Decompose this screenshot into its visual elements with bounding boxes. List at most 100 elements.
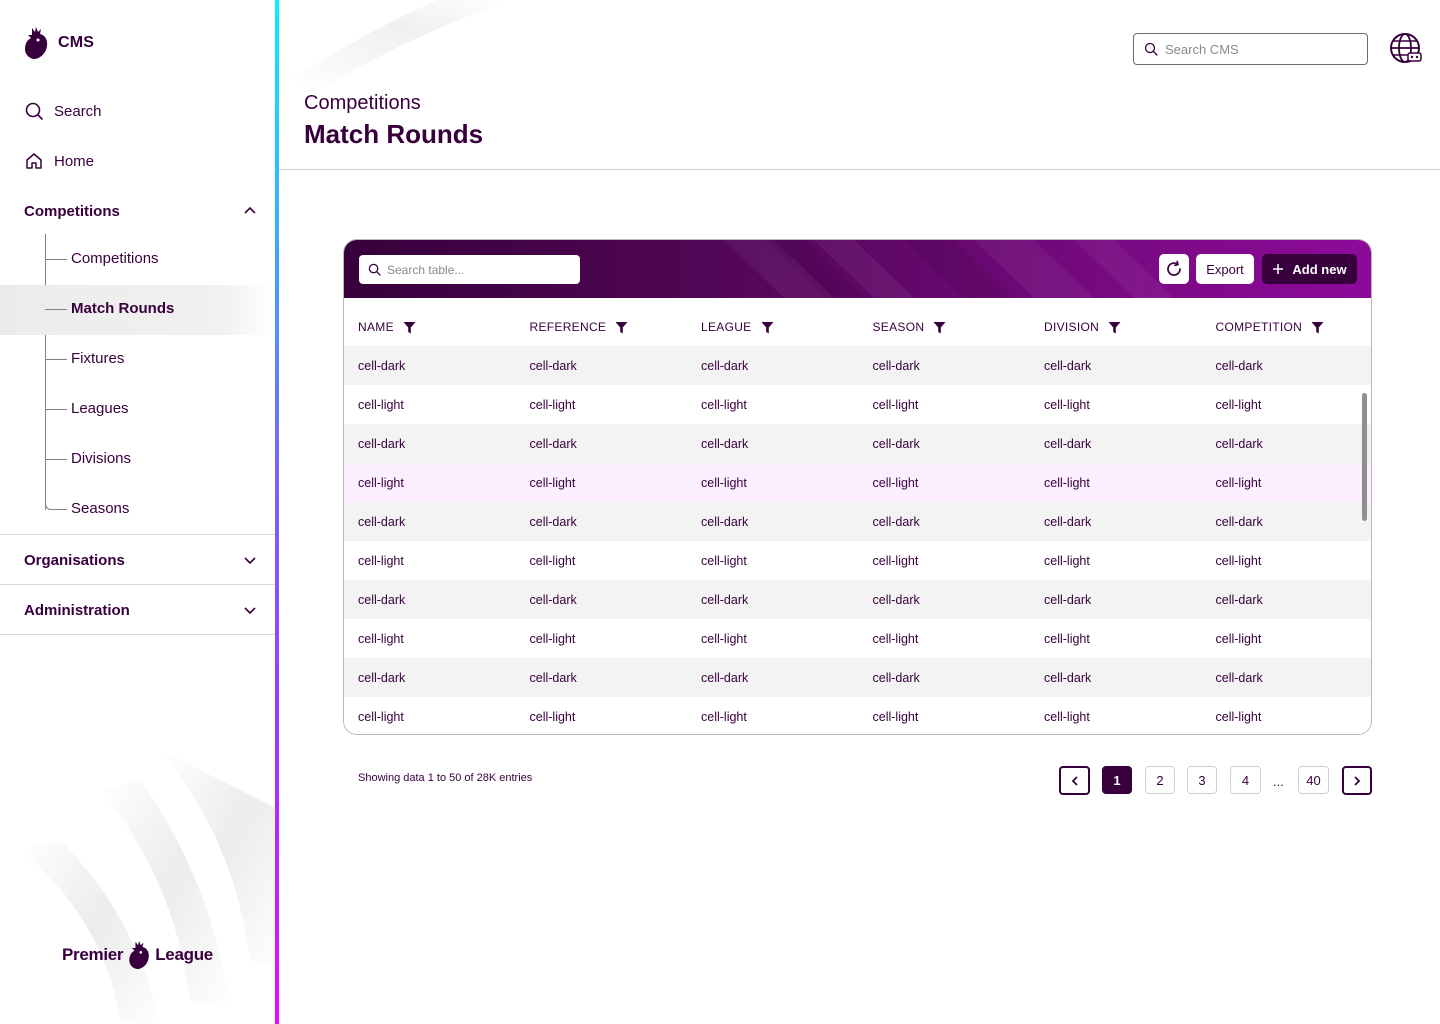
- table-row[interactable]: cell-dark cell-dark cell-dark cell-dark cell…: [344, 424, 1371, 463]
- table-cell: cell-light: [358, 553, 404, 568]
- table-cell: cell-light: [1215, 709, 1262, 724]
- column-header[interactable]: LEAGUE: [687, 320, 859, 334]
- table-cell: cell-dark: [872, 358, 920, 373]
- table-cell: cell-dark: [1215, 436, 1263, 451]
- sidebar-item-home[interactable]: Home: [24, 151, 94, 171]
- tree-line: [45, 234, 46, 510]
- table-cell: cell-dark: [872, 670, 920, 685]
- filter-icon[interactable]: [403, 321, 416, 334]
- table-cell: cell-light: [872, 631, 919, 646]
- table-row[interactable]: cell-light cell-light cell-light cell-light…: [344, 619, 1371, 658]
- filter-icon[interactable]: [1108, 321, 1121, 334]
- table-scrollbar[interactable]: [1362, 393, 1367, 521]
- sidebar-section-organisations[interactable]: Organisations: [0, 535, 276, 585]
- page-button[interactable]: 40: [1298, 766, 1329, 794]
- filter-icon[interactable]: [933, 321, 946, 334]
- column-header[interactable]: COMPETITION: [1202, 320, 1372, 334]
- global-search-input[interactable]: [1165, 41, 1345, 57]
- column-header[interactable]: SEASON: [859, 320, 1031, 334]
- sidebar-divider: [0, 534, 276, 535]
- next-page-button[interactable]: [1342, 766, 1372, 795]
- table-search[interactable]: [359, 255, 580, 284]
- filter-icon[interactable]: [615, 321, 628, 334]
- sidebar-item-leagues[interactable]: Leagues: [0, 385, 276, 435]
- table-cell: cell-light: [529, 709, 576, 724]
- table-cell: cell-light: [1044, 709, 1090, 724]
- filter-icon[interactable]: [761, 321, 774, 334]
- table-cell: cell-light: [1215, 553, 1262, 568]
- table-row[interactable]: cell-light cell-light cell-light cell-light…: [344, 697, 1371, 734]
- column-header-label: LEAGUE: [701, 320, 752, 334]
- table-row[interactable]: cell-dark cell-dark cell-dark cell-dark cell…: [344, 346, 1371, 385]
- page-button[interactable]: 3: [1187, 766, 1217, 794]
- table-cell: cell-light: [1044, 553, 1090, 568]
- table-row[interactable]: cell-light cell-light cell-light cell-light…: [344, 385, 1371, 424]
- column-header-label: SEASON: [872, 320, 925, 334]
- page-button[interactable]: 2: [1145, 766, 1175, 794]
- header-decoration: [289, 0, 509, 90]
- column-header-label: COMPETITION: [1215, 320, 1303, 334]
- table-cell: cell-light: [701, 553, 747, 568]
- table-cell: cell-light: [529, 397, 576, 412]
- table-cell: cell-dark: [872, 514, 920, 529]
- column-header[interactable]: DIVISION: [1030, 320, 1202, 334]
- table-cell: cell-dark: [701, 436, 749, 451]
- table-cell: cell-light: [701, 397, 747, 412]
- sidebar-item-match-rounds[interactable]: Match Rounds: [0, 285, 276, 335]
- table-cell: cell-dark: [529, 592, 577, 607]
- sidebar-item-competitions[interactable]: Competitions: [0, 235, 276, 285]
- lion-logo-icon: [129, 940, 150, 970]
- table-row[interactable]: cell-dark cell-dark cell-dark cell-dark cell…: [344, 658, 1371, 697]
- table-cell: cell-dark: [1215, 670, 1263, 685]
- logo-word-right: League: [155, 945, 213, 964]
- chevron-up-icon: [244, 206, 256, 214]
- table-cell: cell-light: [1215, 397, 1262, 412]
- sidebar-item-fixtures[interactable]: Fixtures: [0, 335, 276, 385]
- table-cell: cell-dark: [1044, 670, 1092, 685]
- refresh-button[interactable]: [1159, 254, 1189, 284]
- table-cell: cell-light: [701, 709, 747, 724]
- page-button[interactable]: 1: [1102, 766, 1132, 794]
- table-cell: cell-light: [872, 553, 919, 568]
- table-row[interactable]: cell-dark cell-dark cell-dark cell-dark cell…: [344, 502, 1371, 541]
- sidebar-item-label: Fixtures: [71, 350, 125, 367]
- chevron-down-icon: [244, 557, 256, 565]
- table-cell: cell-dark: [358, 592, 406, 607]
- table-header: NAME REFERENCE LEAGUE SEASON DIVISION COMPETI…: [344, 308, 1372, 346]
- add-new-label: Add new: [1292, 261, 1347, 277]
- table-cell: cell-light: [872, 397, 919, 412]
- sidebar-section-administration[interactable]: Administration: [0, 585, 276, 635]
- sidebar-item-label: Seasons: [71, 500, 130, 517]
- export-button[interactable]: Export: [1196, 254, 1254, 284]
- sidebar-item-search[interactable]: Search: [24, 101, 102, 121]
- table-row[interactable]: cell-dark cell-dark cell-dark cell-dark cell…: [344, 580, 1371, 619]
- column-header[interactable]: REFERENCE: [516, 320, 688, 334]
- table-toolbar: Export Add new: [344, 240, 1371, 298]
- header-divider: [279, 169, 1440, 170]
- table-search-input[interactable]: [387, 262, 572, 277]
- page-button[interactable]: 4: [1230, 766, 1261, 794]
- table-cell: cell-light: [1215, 475, 1262, 490]
- globe-icon[interactable]: [1388, 31, 1422, 65]
- table-row[interactable]: cell-light cell-light cell-light cell-light…: [344, 463, 1371, 502]
- filter-icon[interactable]: [1311, 321, 1324, 334]
- sidebar-item-divisions[interactable]: Divisions: [0, 435, 276, 485]
- prev-page-button[interactable]: [1059, 766, 1090, 795]
- table-cell: cell-dark: [701, 358, 749, 373]
- brand[interactable]: CMS: [22, 26, 94, 60]
- sidebar-item-label: Competitions: [71, 250, 159, 267]
- table-cell: cell-light: [701, 475, 747, 490]
- table-cell: cell-light: [358, 631, 404, 646]
- table-row[interactable]: cell-light cell-light cell-light cell-light…: [344, 541, 1371, 580]
- sidebar-section-competitions[interactable]: Competitions: [0, 186, 276, 236]
- refresh-icon: [1167, 260, 1181, 276]
- table-cell: cell-light: [358, 709, 404, 724]
- breadcrumb[interactable]: Competitions: [304, 92, 421, 114]
- toolbar-pattern: [724, 240, 1174, 298]
- table-cell: cell-light: [358, 397, 404, 412]
- add-new-button[interactable]: Add new: [1262, 254, 1357, 284]
- column-header[interactable]: NAME: [344, 320, 516, 334]
- table-body: cell-dark cell-dark cell-dark cell-dark cell…: [344, 346, 1371, 734]
- global-search[interactable]: [1133, 33, 1368, 65]
- sidebar-item-seasons[interactable]: Seasons: [0, 485, 276, 535]
